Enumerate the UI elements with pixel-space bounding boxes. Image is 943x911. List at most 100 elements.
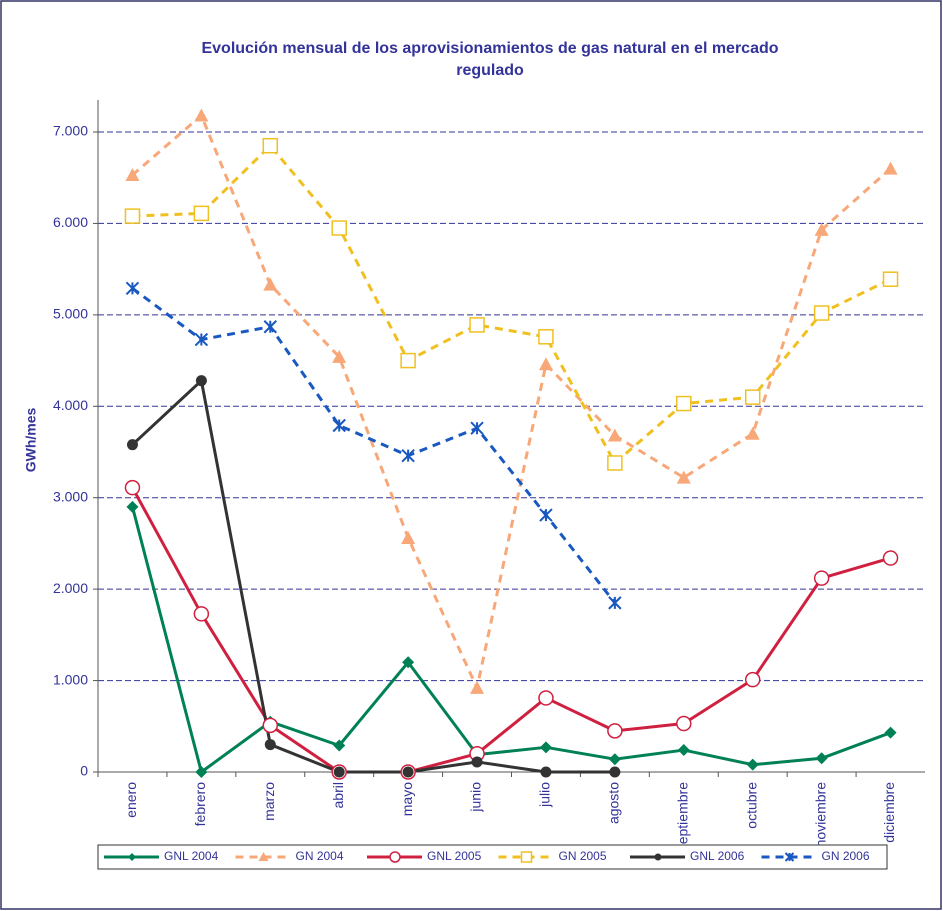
marker — [332, 349, 347, 363]
x-tick-label: agosto — [606, 782, 622, 824]
legend-marker — [784, 852, 795, 862]
marker — [676, 395, 692, 412]
legend-label: GNL 2004 — [164, 849, 219, 863]
marker — [124, 208, 141, 224]
marker — [607, 428, 622, 442]
marker — [470, 680, 485, 694]
marker — [676, 715, 692, 732]
marker — [744, 671, 761, 688]
legend-label: GNL 2006 — [690, 849, 745, 863]
x-tick-label: diciembre — [881, 782, 897, 843]
marker — [677, 744, 690, 757]
marker — [193, 205, 210, 222]
marker — [194, 108, 209, 122]
legend-label: GN 2005 — [559, 849, 607, 863]
x-tick-label: mayo — [399, 782, 415, 816]
x-tick-label: enero — [123, 782, 139, 818]
legend-label: GN 2004 — [296, 849, 344, 863]
legend-label: GNL 2005 — [427, 849, 482, 863]
legend-marker — [654, 853, 662, 861]
marker — [883, 161, 898, 175]
x-tick-label: septiembre — [674, 782, 690, 851]
marker — [745, 426, 760, 440]
marker — [538, 690, 554, 706]
marker — [744, 389, 761, 405]
y-tick-label: 5.000 — [53, 306, 88, 322]
x-tick-label: noviembre — [812, 782, 828, 848]
marker — [263, 277, 278, 291]
marker — [815, 752, 828, 765]
x-tick-label: abril — [330, 782, 346, 808]
x-tick-label: junio — [468, 782, 484, 813]
marker — [195, 375, 207, 387]
marker — [746, 758, 759, 771]
marker — [607, 455, 623, 471]
marker — [814, 222, 829, 236]
marker — [608, 596, 622, 610]
series-line — [131, 287, 617, 604]
marker — [471, 756, 483, 768]
marker — [126, 500, 139, 513]
marker — [469, 317, 485, 333]
marker — [331, 220, 347, 236]
marker — [608, 753, 621, 766]
y-tick-label: 1.000 — [53, 671, 88, 687]
marker — [401, 448, 415, 463]
series-line — [132, 144, 892, 465]
marker — [538, 329, 554, 345]
y-tick-label: 4.000 — [53, 397, 88, 413]
marker — [538, 357, 553, 371]
marker — [470, 421, 484, 435]
x-tick-label: octubre — [743, 782, 759, 829]
marker — [402, 656, 415, 669]
x-tick-label: julio — [537, 782, 553, 808]
series-line — [131, 506, 892, 774]
x-tick-label: febrero — [192, 782, 208, 827]
marker — [333, 739, 346, 752]
marker — [125, 167, 140, 181]
chart-title: Evolución mensual de los aprovisionamien… — [201, 40, 779, 79]
x-tick-label: marzo — [261, 782, 277, 821]
marker — [813, 305, 830, 321]
marker — [126, 439, 138, 451]
legend-box — [97, 844, 888, 870]
marker — [333, 766, 345, 778]
legend-marker — [520, 851, 533, 863]
marker — [676, 470, 691, 484]
marker — [813, 570, 830, 586]
y-tick-label: 3.000 — [53, 488, 88, 504]
marker — [262, 137, 279, 154]
legend-marker — [128, 853, 136, 861]
series-line — [131, 379, 615, 774]
marker — [195, 766, 208, 778]
marker — [609, 766, 621, 778]
marker — [125, 281, 140, 296]
marker — [193, 606, 210, 622]
y-tick-label: 6.000 — [53, 214, 88, 230]
legend-label: GN 2006 — [822, 849, 870, 863]
marker — [124, 479, 141, 496]
series-line — [131, 114, 892, 690]
marker — [402, 766, 414, 778]
y-tick-label: 7.000 — [53, 123, 88, 139]
marker — [882, 271, 899, 287]
marker — [401, 530, 416, 544]
y-tick-label: 2.000 — [53, 580, 88, 596]
legend-marker — [258, 852, 269, 861]
marker — [400, 352, 416, 369]
y-tick-label: 0 — [80, 763, 88, 779]
y-axis-label: GWh/mes — [23, 408, 39, 473]
marker — [882, 550, 899, 566]
marker — [263, 320, 277, 334]
marker — [884, 726, 897, 739]
marker — [540, 766, 552, 778]
marker — [607, 723, 623, 739]
marker — [264, 739, 276, 751]
marker — [539, 741, 552, 754]
series-line — [131, 486, 891, 774]
marker — [262, 717, 279, 734]
legend-marker — [389, 851, 401, 863]
